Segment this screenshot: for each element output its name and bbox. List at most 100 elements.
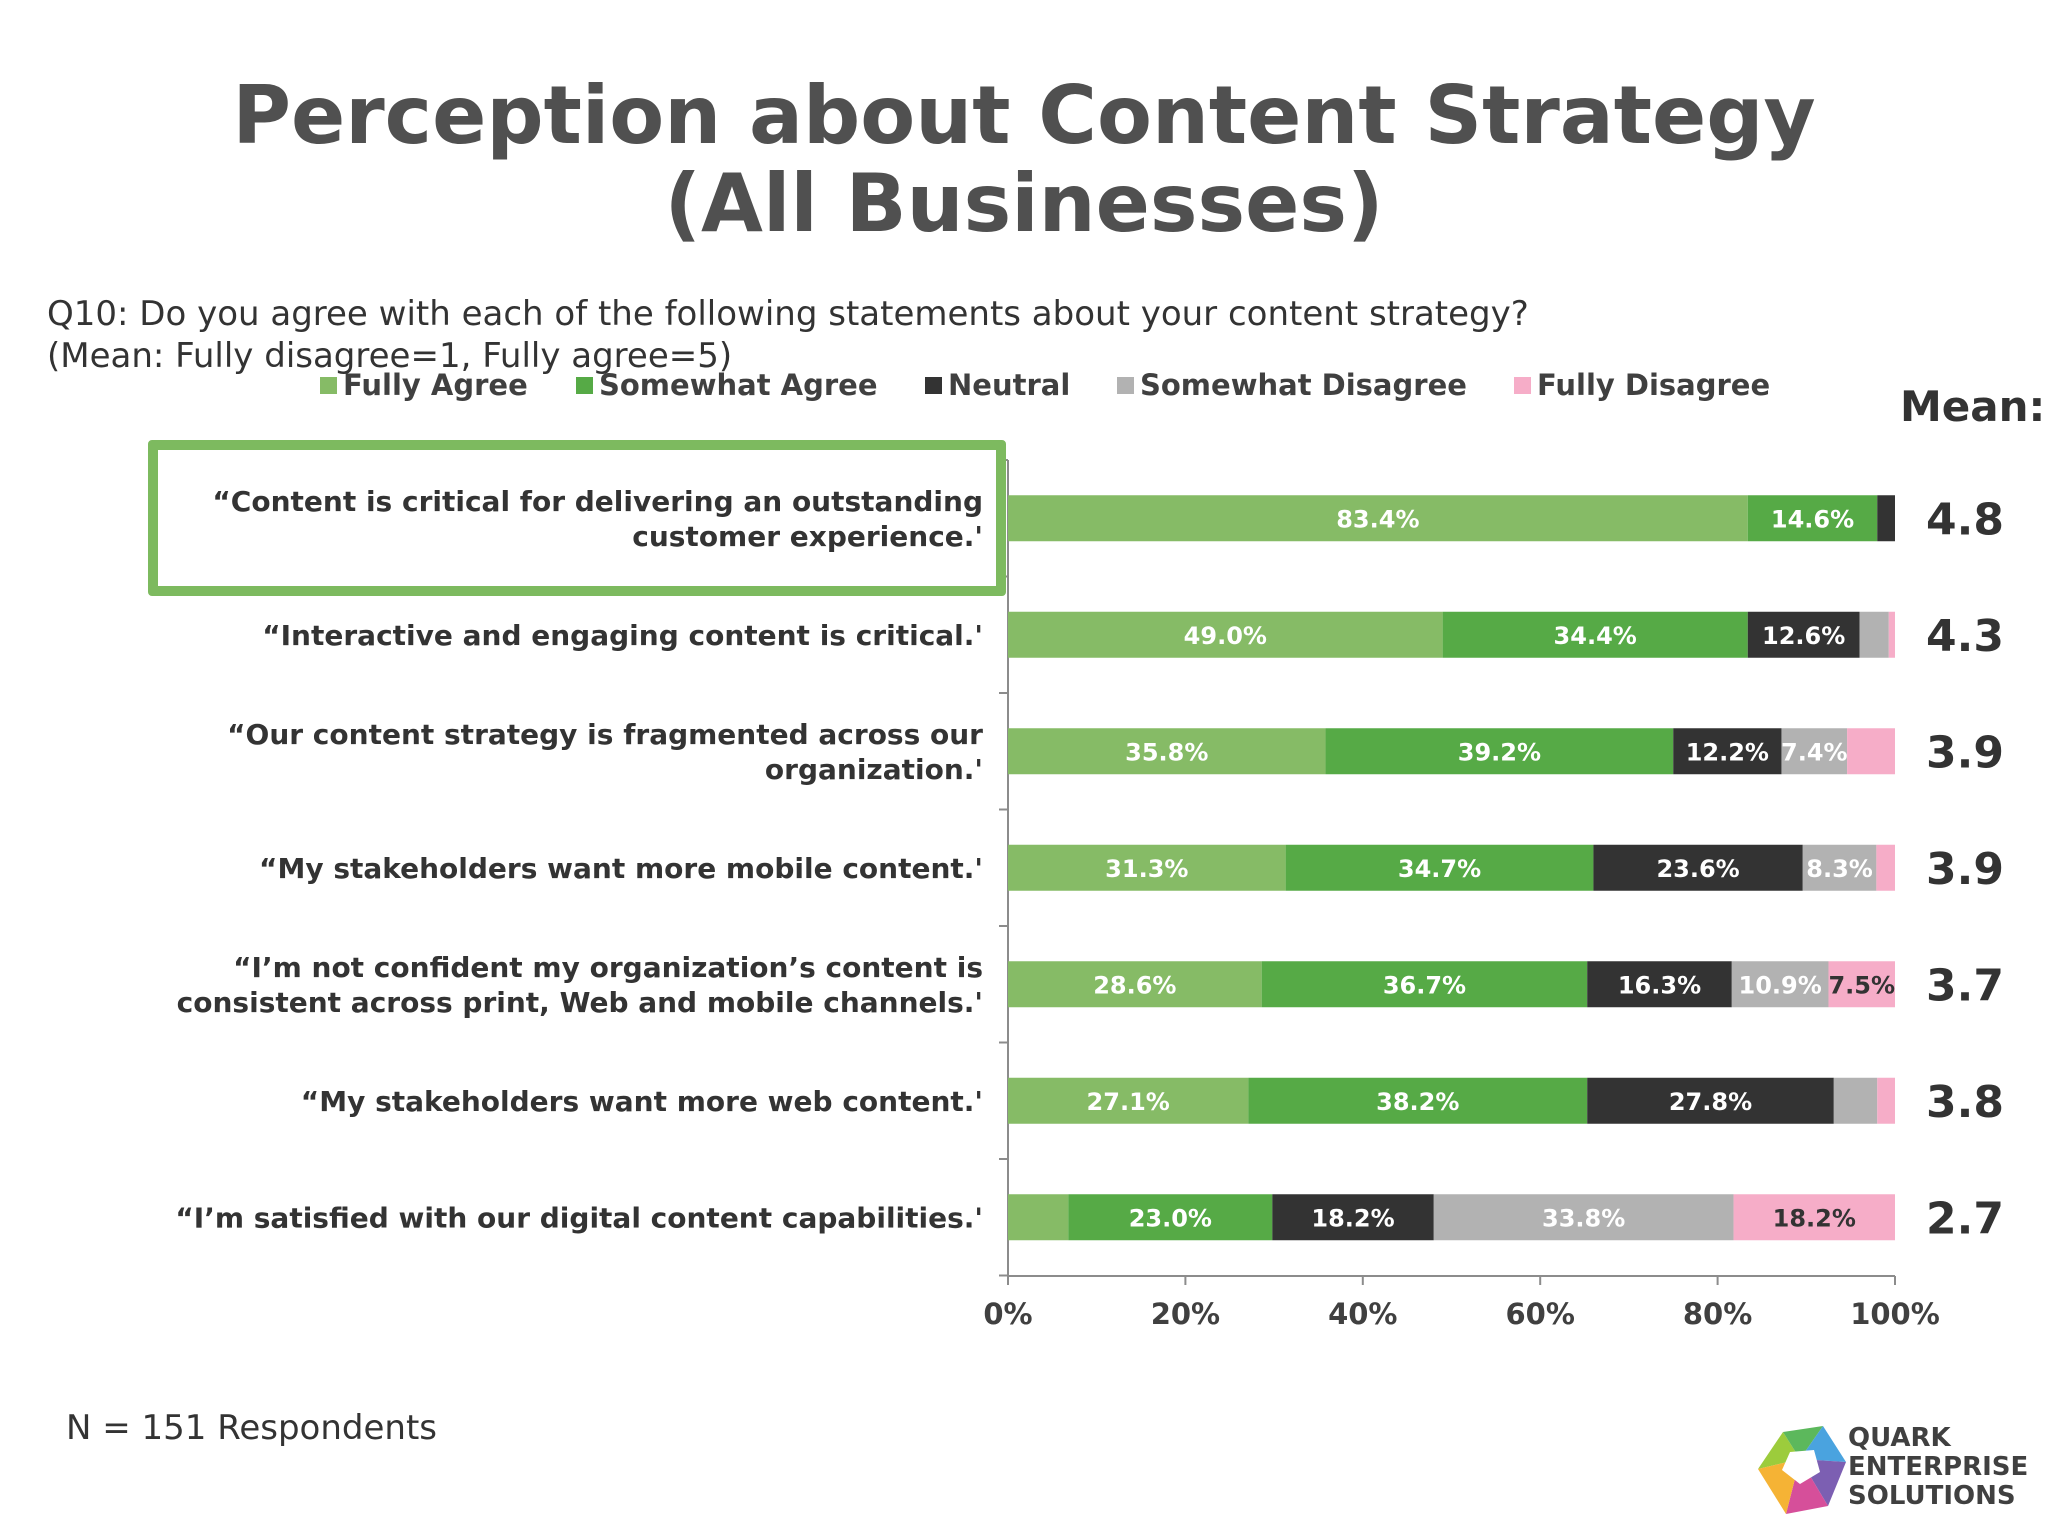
- bar-fully-disagree: [1876, 844, 1895, 891]
- bar-neutral: [1673, 728, 1782, 775]
- data-label: 28.6%: [1093, 971, 1176, 999]
- legend-label: Neutral: [948, 368, 1071, 402]
- chart-title-line-2: (All Businesses): [664, 157, 1384, 250]
- category-label: “Our content strategy is fragmented acro…: [227, 718, 983, 751]
- legend-swatch: [320, 377, 337, 394]
- bar-fully-agree: [1008, 495, 1748, 542]
- bar-somewhat-agree: [1068, 1194, 1273, 1241]
- mean-value: 3.8: [1926, 1077, 2004, 1128]
- bar-neutral: [1587, 961, 1732, 1008]
- bar-somewhat-agree: [1261, 961, 1588, 1008]
- x-tick-label: 100%: [1850, 1297, 1940, 1331]
- mean-value: 2.7: [1926, 1193, 2004, 1244]
- x-tick-label: 0%: [983, 1297, 1032, 1331]
- bar-neutral: [1747, 611, 1860, 658]
- legend-swatch: [1117, 377, 1134, 394]
- data-label: 18.2%: [1773, 1204, 1856, 1232]
- logo-wordmark: QUARK ENTERPRISE SOLUTIONS: [1848, 1424, 2028, 1511]
- logo-line-3: SOLUTIONS: [1848, 1481, 2016, 1511]
- data-label: 36.7%: [1383, 971, 1466, 999]
- data-label: 23.0%: [1129, 1204, 1212, 1232]
- data-label: 7.4%: [1781, 738, 1848, 766]
- bar-somewhat-agree: [1442, 611, 1748, 658]
- bar-fully-agree: [1008, 728, 1326, 775]
- bar-fully-agree: [1008, 1194, 1069, 1241]
- bar-fully-disagree: [1733, 1194, 1895, 1241]
- legend-swatch: [1514, 377, 1531, 394]
- category-label: consistent across print, Web and mobile …: [177, 986, 983, 1019]
- bar-neutral: [1877, 495, 1895, 542]
- mean-value: 4.3: [1926, 611, 2004, 662]
- bar-somewhat-agree: [1285, 844, 1594, 891]
- data-label: 27.8%: [1669, 1088, 1752, 1116]
- data-label: 12.6%: [1762, 622, 1845, 650]
- legend-item-fully-agree: Fully Agree: [320, 368, 528, 402]
- mean-value: 3.7: [1926, 960, 2004, 1011]
- category-label: “Interactive and engaging content is cri…: [262, 619, 983, 652]
- category-label: “I’m satisfied with our digital content …: [175, 1201, 983, 1234]
- bar-fully-agree: [1008, 961, 1262, 1008]
- data-label: 12.2%: [1686, 738, 1769, 766]
- bar-neutral: [1593, 844, 1803, 891]
- legend-item-fully-disagree: Fully Disagree: [1514, 368, 1770, 402]
- bar-fully-agree: [1008, 1077, 1249, 1124]
- legend-label: Somewhat Agree: [599, 368, 878, 402]
- legend-item-somewhat-disagree: Somewhat Disagree: [1117, 368, 1467, 402]
- bar-somewhat-disagree: [1781, 728, 1848, 775]
- category-label: “My stakeholders want more mobile conten…: [259, 852, 983, 885]
- bar-somewhat-agree: [1248, 1077, 1588, 1124]
- chart-title-line-1: Perception about Content Strategy: [232, 69, 1816, 162]
- mean-header: Mean:: [1900, 382, 2046, 431]
- legend-item-somewhat-agree: Somewhat Agree: [576, 368, 878, 402]
- data-label: 35.8%: [1125, 738, 1208, 766]
- data-label: 83.4%: [1336, 505, 1419, 533]
- bar-somewhat-disagree: [1833, 1077, 1878, 1124]
- chart-title: Perception about Content Strategy (All B…: [0, 72, 2048, 248]
- quark-logo-icon: [1758, 1426, 1846, 1514]
- logo-line-1: QUARK: [1848, 1423, 1951, 1453]
- data-label: 38.2%: [1376, 1088, 1459, 1116]
- bar-fully-disagree: [1828, 961, 1895, 1008]
- mean-value: 4.8: [1926, 494, 2004, 545]
- bar-neutral: [1272, 1194, 1434, 1241]
- question-line-2: (Mean: Fully disagree=1, Fully agree=5): [47, 336, 733, 376]
- bar-fully-disagree: [1888, 611, 1895, 658]
- data-label: 49.0%: [1184, 622, 1267, 650]
- legend-label: Somewhat Disagree: [1140, 368, 1467, 402]
- data-label: 27.1%: [1087, 1088, 1170, 1116]
- bar-somewhat-disagree: [1433, 1194, 1734, 1241]
- bar-fully-disagree: [1877, 1077, 1895, 1124]
- data-label: 8.3%: [1806, 855, 1873, 883]
- legend-label: Fully Agree: [343, 368, 528, 402]
- data-label: 7.5%: [1828, 971, 1895, 999]
- data-label: 39.2%: [1458, 738, 1541, 766]
- category-label: “Content is critical for delivering an o…: [212, 485, 983, 518]
- mean-value: 3.9: [1926, 727, 2004, 778]
- data-label: 18.2%: [1311, 1204, 1394, 1232]
- legend-swatch: [925, 377, 942, 394]
- respondents-footnote: N = 151 Respondents: [66, 1408, 437, 1448]
- legend-swatch: [576, 377, 593, 394]
- bar-somewhat-agree: [1325, 728, 1674, 775]
- data-label: 16.3%: [1618, 971, 1701, 999]
- bar-somewhat-disagree: [1731, 961, 1829, 1008]
- bar-fully-disagree: [1847, 728, 1895, 775]
- bar-fully-agree: [1008, 611, 1443, 658]
- bar-fully-agree: [1008, 844, 1286, 891]
- x-tick-label: 20%: [1151, 1297, 1220, 1331]
- category-label: customer experience.': [632, 520, 983, 553]
- data-label: 34.7%: [1398, 855, 1481, 883]
- data-label: 33.8%: [1542, 1204, 1625, 1232]
- bar-somewhat-disagree: [1802, 844, 1877, 891]
- legend-label: Fully Disagree: [1537, 368, 1771, 402]
- data-label: 34.4%: [1554, 622, 1637, 650]
- data-label: 10.9%: [1739, 971, 1822, 999]
- question-line-1: Q10: Do you agree with each of the follo…: [47, 294, 1529, 334]
- category-label: “My stakeholders want more web content.': [301, 1085, 983, 1118]
- data-label: 23.6%: [1656, 855, 1739, 883]
- bar-neutral: [1587, 1077, 1834, 1124]
- question-text: Q10: Do you agree with each of the follo…: [47, 293, 1529, 377]
- mean-value: 3.9: [1926, 844, 2004, 895]
- category-label: “I’m not confident my organization’s con…: [233, 951, 983, 984]
